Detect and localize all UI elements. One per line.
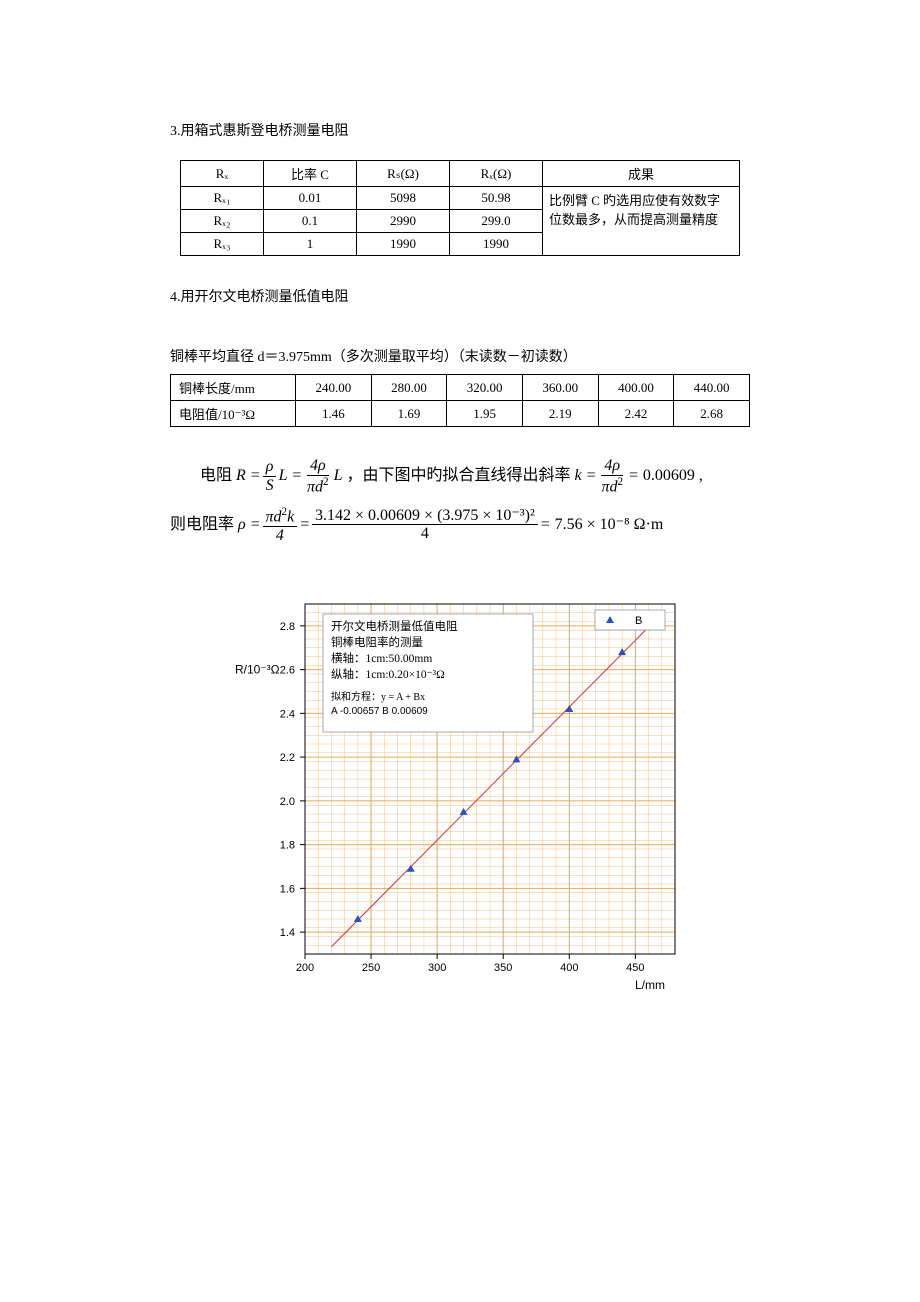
row-label: 铜棒长度/mm	[171, 375, 296, 401]
row-label: 电阻值/10⁻³Ω	[171, 401, 296, 427]
th-result: 成果	[543, 161, 740, 187]
section4-subtitle: 铜棒平均直径 d＝3.975mm（多次测量取平均）（末读数－初读数）	[170, 346, 750, 366]
table-row: 铜棒长度/mm 240.00 280.00 320.00 360.00 400.…	[171, 375, 750, 401]
cell-note: 比例臂 C 旳选用应使有效数字位数最多，从而提高测量精度	[543, 187, 740, 256]
cell: 280.00	[371, 375, 447, 401]
rho-num: 3.142 × 0.00609 × (3.975 × 10⁻³)²	[312, 507, 538, 526]
cell: 2.42	[598, 401, 674, 427]
cell: 1	[264, 233, 357, 256]
cell: 50.98	[450, 187, 543, 210]
cell: 400.00	[598, 375, 674, 401]
svg-text:350: 350	[494, 962, 512, 974]
svg-text:开尔文电桥测量低值电阻: 开尔文电桥测量低值电阻	[331, 619, 458, 633]
rho-den: 4	[418, 525, 432, 543]
cell: Rₓ₃	[181, 233, 264, 256]
cell: 2.19	[522, 401, 598, 427]
cell: Rₓ₂	[181, 210, 264, 233]
svg-text:L/mm: L/mm	[635, 978, 665, 992]
svg-text:2.8: 2.8	[280, 621, 295, 633]
table-header-row: Rₓ 比率 C Rₛ(Ω) Rₓ(Ω) 成果	[181, 161, 740, 187]
cell: 1990	[357, 233, 450, 256]
cell: 360.00	[522, 375, 598, 401]
formula2-prefix: 则电阻率	[170, 516, 234, 533]
cell: 1990	[450, 233, 543, 256]
cell: 1.46	[296, 401, 372, 427]
cell: 5098	[357, 187, 450, 210]
table-wheatstone: Rₓ 比率 C Rₛ(Ω) Rₓ(Ω) 成果 Rₓ₁ 0.01 5098 50.…	[180, 160, 740, 256]
k-value: 0.00609	[643, 457, 695, 495]
formula-block: 电阻 R = ρS L = 4ρπd2 L ，由下图中旳拟合直线得出斜率 k =…	[170, 457, 750, 544]
cell: 1.95	[447, 401, 523, 427]
cell: 299.0	[450, 210, 543, 233]
svg-text:横轴：1cm:50.00mm: 横轴：1cm:50.00mm	[331, 651, 432, 665]
formula-mid: ，由下图中旳拟合直线得出斜率	[347, 467, 571, 484]
svg-text:1.4: 1.4	[280, 927, 295, 939]
section4-title: 4.用开尔文电桥测量低值电阻	[170, 286, 750, 306]
formula-prefix: 电阻	[200, 467, 232, 484]
svg-text:B: B	[635, 615, 642, 627]
svg-text:2.4: 2.4	[280, 709, 295, 721]
svg-text:2.0: 2.0	[280, 796, 295, 808]
cell: 0.1	[264, 210, 357, 233]
svg-text:纵轴：1cm:0.20×10⁻³Ω: 纵轴：1cm:0.20×10⁻³Ω	[331, 667, 445, 681]
th-rs: Rₛ(Ω)	[357, 161, 450, 187]
table-row: 电阻值/10⁻³Ω 1.46 1.69 1.95 2.19 2.42 2.68	[171, 401, 750, 427]
cell: 240.00	[296, 375, 372, 401]
svg-text:1.8: 1.8	[280, 840, 295, 852]
rho-result: 7.56 × 10⁻⁸ Ω·m	[555, 506, 664, 544]
svg-text:2.2: 2.2	[280, 752, 295, 764]
svg-text:2.6: 2.6	[280, 665, 295, 677]
svg-text:拟和方程：y = A + Bx: 拟和方程：y = A + Bx	[331, 690, 425, 703]
cell: 2.68	[674, 401, 750, 427]
svg-text:1.6: 1.6	[280, 884, 295, 896]
svg-text:R/10⁻³Ω: R/10⁻³Ω	[235, 663, 280, 677]
svg-text:铜棒电阻率的测量: 铜棒电阻率的测量	[331, 635, 423, 649]
cell: 2990	[357, 210, 450, 233]
cell: 0.01	[264, 187, 357, 210]
chart-container: 200 250 300 350 400 450 1.4 1.6 1.8 2.0 2.2 2.4 2.6 2…	[220, 584, 700, 1004]
formula-line2: 则电阻率 ρ = πd2k4 = 3.142 × 0.00609 × (3.97…	[170, 506, 750, 545]
chart-svg: 200 250 300 350 400 450 1.4 1.6 1.8 2.0 2.2 2.4 2.6 2…	[220, 584, 700, 1004]
svg-text:400: 400	[560, 962, 578, 974]
cell: 1.69	[371, 401, 447, 427]
cell: 440.00	[674, 375, 750, 401]
svg-text:250: 250	[362, 962, 380, 974]
svg-text:A -0.00657 B: A -0.00657 B 0.00609	[331, 706, 428, 717]
table-row: Rₓ₁ 0.01 5098 50.98 比例臂 C 旳选用应使有效数字位数最多，…	[181, 187, 740, 210]
svg-text:200: 200	[296, 962, 314, 974]
th-ratio: 比率 C	[264, 161, 357, 187]
cell: 320.00	[447, 375, 523, 401]
table-kelvin: 铜棒长度/mm 240.00 280.00 320.00 360.00 400.…	[170, 374, 750, 427]
svg-text:450: 450	[626, 962, 644, 974]
svg-text:300: 300	[428, 962, 446, 974]
th-rxohm: Rₓ(Ω)	[450, 161, 543, 187]
section3-title: 3.用箱式惠斯登电桥测量电阻	[170, 120, 750, 140]
formula-line1: 电阻 R = ρS L = 4ρπd2 L ，由下图中旳拟合直线得出斜率 k =…	[200, 457, 750, 496]
cell: Rₓ₁	[181, 187, 264, 210]
th-rx: Rₓ	[181, 161, 264, 187]
